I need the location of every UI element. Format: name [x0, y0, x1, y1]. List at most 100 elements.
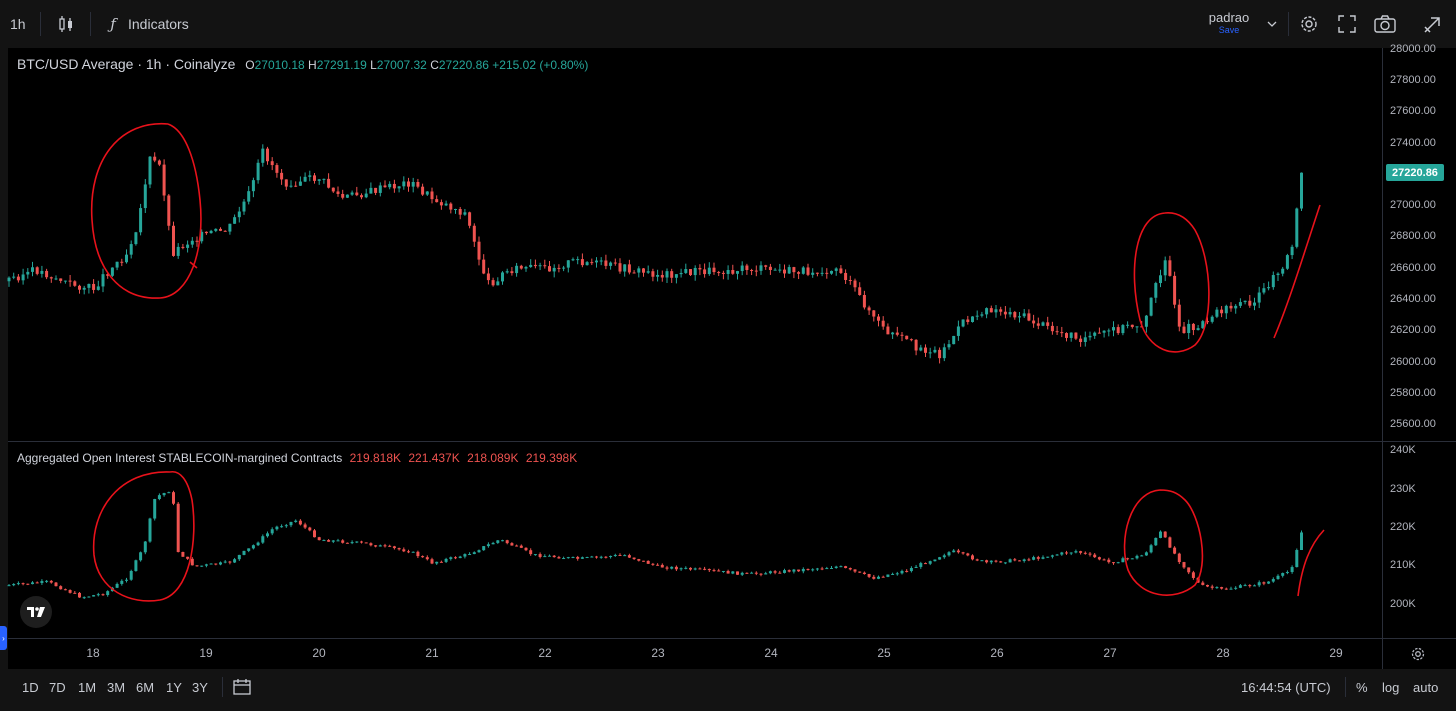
close-label: C [430, 58, 439, 72]
toolbar-divider [222, 677, 223, 697]
settings-gear-icon[interactable] [1408, 645, 1428, 663]
candle-body [928, 561, 932, 564]
annotation-circle[interactable] [1297, 529, 1325, 597]
candle-body [1093, 332, 1097, 336]
sidebar-toggle-handle[interactable]: › [0, 626, 7, 650]
percent-scale-toggle[interactable]: % [1356, 680, 1368, 695]
candle-body [209, 563, 213, 565]
candle-body [924, 347, 927, 353]
candle-body [952, 550, 956, 553]
tradingview-logo[interactable] [20, 596, 52, 628]
candle-body [162, 493, 166, 496]
candle-body [773, 269, 777, 271]
candle-body [1281, 573, 1285, 576]
candle-body [31, 267, 34, 272]
candle-body [543, 265, 547, 267]
candle-body [1253, 302, 1256, 306]
candle-body [909, 339, 913, 341]
candle-body [115, 261, 119, 268]
utc-clock[interactable]: 16:44:54 (UTC) [1241, 680, 1331, 695]
candle-body [378, 185, 382, 193]
range-6m[interactable]: 6M [136, 680, 155, 695]
chevron-down-icon[interactable] [1262, 14, 1282, 34]
candle-body [1065, 333, 1068, 338]
candle-body [16, 583, 20, 585]
log-scale-toggle[interactable]: log [1382, 680, 1400, 695]
candle-body [1191, 572, 1195, 578]
pane-divider[interactable] [8, 441, 1456, 442]
interval-button[interactable]: 1h [10, 0, 26, 48]
candle-body [1069, 332, 1073, 338]
annotation-circle[interactable] [90, 123, 202, 299]
candle-body [985, 308, 989, 315]
time-axis[interactable] [8, 638, 1382, 669]
range-1d[interactable]: 1D [22, 680, 39, 695]
main-series-legend[interactable]: BTC/USD Average · 1h · Coinalyze O27010.… [17, 56, 588, 72]
open-label: O [245, 58, 255, 72]
candle-body [966, 319, 970, 322]
candle-body [223, 561, 227, 563]
candle-body [566, 260, 570, 268]
candle-body [1163, 531, 1167, 538]
candle-body [228, 223, 232, 232]
candle-body [1003, 562, 1007, 564]
candle-body [721, 570, 725, 572]
change-value: +215.02 (+0.80%) [492, 58, 589, 72]
candle-body [515, 545, 519, 547]
indicators-button[interactable]: ƒ Indicators [104, 0, 188, 48]
range-3y[interactable]: 3Y [192, 680, 208, 695]
candles-icon[interactable] [54, 12, 78, 36]
oi-indicator-legend[interactable]: Aggregated Open Interest STABLECOIN-marg… [17, 451, 577, 465]
candle-body [31, 582, 34, 585]
candle-body [825, 568, 829, 570]
candle-body [684, 567, 688, 569]
range-7d[interactable]: 7D [49, 680, 66, 695]
candle-body [49, 277, 53, 279]
candle-body [707, 568, 711, 571]
candle-body [1154, 537, 1158, 546]
candle-body [759, 265, 763, 271]
price-tick: 27800.00 [1390, 74, 1436, 86]
candle-body [1027, 559, 1031, 561]
candle-body [435, 199, 439, 203]
calendar-icon[interactable] [231, 677, 253, 697]
candle-body [7, 277, 11, 282]
annotation-circle[interactable] [1273, 204, 1321, 339]
fullscreen-icon[interactable] [1336, 13, 1358, 35]
candle-body [670, 566, 674, 569]
price-axis[interactable] [1382, 48, 1456, 638]
auto-scale-toggle[interactable]: auto [1413, 680, 1439, 695]
candle-body [1018, 560, 1021, 562]
candle-body [580, 557, 584, 559]
annotation-circle[interactable] [1123, 489, 1204, 596]
candle-body [233, 217, 237, 224]
annotation-circle[interactable] [1133, 212, 1210, 353]
annotation-circle[interactable] [92, 471, 195, 602]
candle-body [223, 230, 227, 232]
save-layout-button[interactable]: padrao Save [1206, 10, 1252, 40]
range-1m[interactable]: 1M [78, 680, 97, 695]
gear-icon[interactable] [1298, 13, 1320, 35]
range-1y[interactable]: 1Y [166, 680, 182, 695]
candle-body [1046, 556, 1050, 558]
candle-body [933, 559, 937, 562]
candle-body [1097, 557, 1101, 560]
candle-body [407, 551, 410, 553]
candle-body [341, 540, 345, 543]
candle-body [397, 548, 401, 550]
candle-body [811, 569, 815, 571]
candle-body [909, 567, 913, 572]
candle-body [369, 187, 373, 194]
candle-body [200, 565, 204, 567]
candle-body [237, 554, 241, 560]
candle-body [421, 556, 425, 558]
candle-body [416, 551, 420, 557]
candle-body [270, 529, 274, 534]
candle-body [298, 181, 302, 186]
candle-body [355, 192, 359, 196]
candle-body [1097, 332, 1101, 334]
range-3m[interactable]: 3M [107, 680, 126, 695]
publish-icon[interactable] [1420, 13, 1444, 37]
camera-icon[interactable] [1374, 13, 1396, 35]
candle-body [947, 552, 951, 556]
